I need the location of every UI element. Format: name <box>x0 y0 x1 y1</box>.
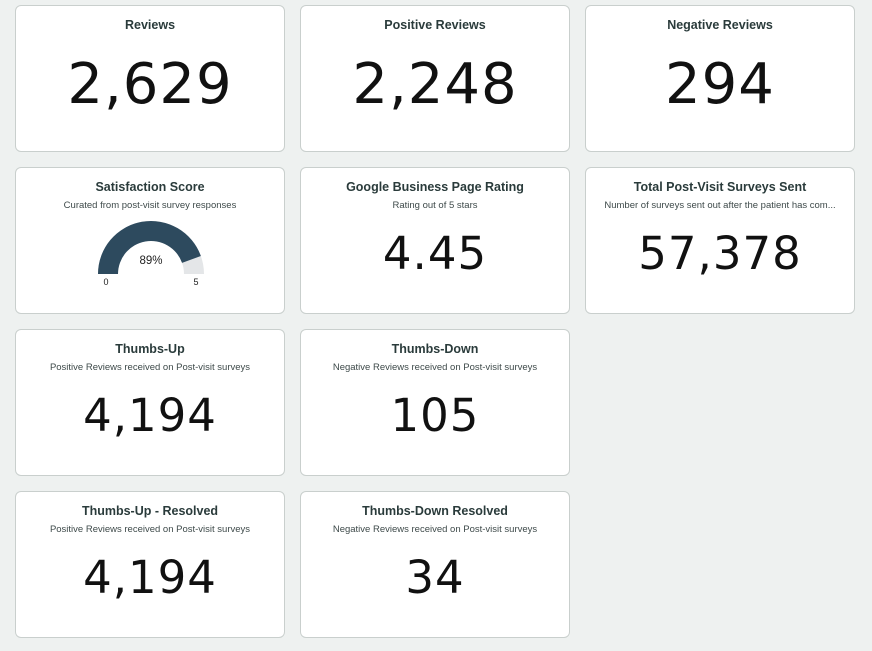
gauge-max-label: 5 <box>193 277 198 287</box>
card-title: Thumbs-Up <box>115 342 185 356</box>
gauge-min-label: 0 <box>103 277 108 287</box>
satisfaction-score-card[interactable]: Satisfaction Score Curated from post-vis… <box>15 167 285 314</box>
card-title: Thumbs-Down Resolved <box>362 504 508 518</box>
card-title: Negative Reviews <box>667 18 773 32</box>
satisfaction-gauge: 89% 0 5 <box>98 220 204 287</box>
card-value: 4,194 <box>83 551 217 604</box>
card-title: Google Business Page Rating <box>346 180 524 194</box>
positive-reviews-card[interactable]: Positive Reviews 2,248 <box>300 5 570 152</box>
card-subtitle: Negative Reviews received on Post-visit … <box>332 362 538 373</box>
card-subtitle: Negative Reviews received on Post-visit … <box>332 524 538 535</box>
gauge-fill <box>98 220 201 274</box>
card-value: 105 <box>390 389 480 442</box>
card-title: Reviews <box>124 18 176 32</box>
card-value: 57,378 <box>638 227 802 280</box>
card-value: 294 <box>665 52 775 117</box>
card-value: 4,194 <box>83 389 217 442</box>
card-title: Total Post-Visit Surveys Sent <box>633 180 807 194</box>
card-title: Satisfaction Score <box>95 180 205 194</box>
negative-reviews-card[interactable]: Negative Reviews 294 <box>585 5 855 152</box>
thumbs-down-resolved-card[interactable]: Thumbs-Down Resolved Negative Reviews re… <box>300 491 570 638</box>
card-subtitle: Curated from post-visit survey responses <box>63 200 237 211</box>
reviews-card[interactable]: Reviews 2,629 <box>15 5 285 152</box>
card-title: Thumbs-Up - Resolved <box>81 504 219 518</box>
card-value: 2,248 <box>352 52 518 117</box>
google-rating-card[interactable]: Google Business Page Rating Rating out o… <box>300 167 570 314</box>
thumbs-up-card[interactable]: Thumbs-Up Positive Reviews received on P… <box>15 329 285 476</box>
card-value: 2,629 <box>67 52 233 117</box>
thumbs-down-card[interactable]: Thumbs-Down Negative Reviews received on… <box>300 329 570 476</box>
card-subtitle: Rating out of 5 stars <box>392 200 478 211</box>
thumbs-up-resolved-card[interactable]: Thumbs-Up - Resolved Positive Reviews re… <box>15 491 285 638</box>
card-value: 34 <box>405 551 465 604</box>
card-title: Positive Reviews <box>384 18 486 32</box>
card-subtitle: Positive Reviews received on Post-visit … <box>49 524 251 535</box>
card-subtitle: Number of surveys sent out after the pat… <box>604 200 836 211</box>
card-subtitle: Positive Reviews received on Post-visit … <box>49 362 251 373</box>
card-title: Thumbs-Down <box>391 342 479 356</box>
total-surveys-card[interactable]: Total Post-Visit Surveys Sent Number of … <box>585 167 855 314</box>
card-value: 4.45 <box>382 227 488 280</box>
gauge-value-label: 89% <box>139 255 162 267</box>
